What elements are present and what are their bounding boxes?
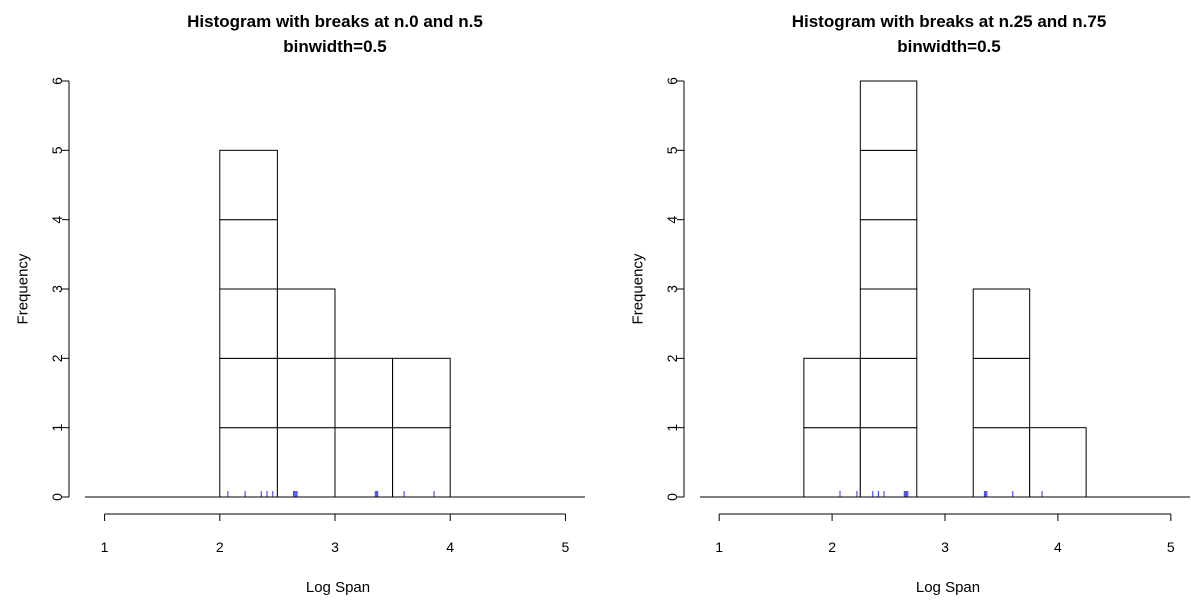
chart-subtitle: binwidth=0.5 [897,37,1000,56]
y-axis-label: Frequency [15,253,32,324]
y-tick-label: 6 [664,77,680,85]
chart-title: Histogram with breaks at n.25 and n.75 [792,12,1107,31]
histogram-bar-unit [219,427,278,498]
chart-panel-1: Histogram with breaks at n.0 and n.5 binw… [15,12,585,596]
histogram-bar [803,357,861,498]
histogram-bar-unit [276,357,336,429]
histogram-bar [219,149,278,498]
y-tick-label: 5 [49,146,65,154]
histogram-bar-unit [972,427,1031,498]
histogram-bar [334,357,394,498]
histogram-bar [392,357,451,498]
histogram-bar-unit [859,219,918,290]
histogram-bar [276,288,336,498]
chart-title: Histogram with breaks at n.0 and n.5 [187,12,483,31]
x-tick-label: 4 [1054,539,1062,555]
histogram-bar-unit [859,80,918,151]
histogram-bar-unit [1029,427,1087,498]
x-tick-label: 1 [101,539,109,555]
y-tick-label: 4 [664,216,680,224]
y-tick-label: 0 [664,493,680,501]
histogram-bar-unit [392,427,451,498]
x-tick-label: 3 [941,539,949,555]
y-tick-label: 3 [664,285,680,293]
histogram-bar-unit [334,357,394,429]
x-axis-label: Log Span [306,579,370,596]
y-tick-label: 4 [49,216,65,224]
histogram-bar-unit [334,427,394,498]
histogram-bar [859,80,918,498]
histogram-bar [1029,427,1087,498]
histogram-bar-unit [859,288,918,359]
histogram-bar-unit [803,357,861,429]
y-tick-label: 1 [664,424,680,432]
chart-panel-2: Histogram with breaks at n.25 and n.75 bi… [630,12,1190,596]
histogram-bar-unit [859,427,918,498]
y-tick-label: 2 [49,354,65,362]
histogram-bar-unit [803,427,861,498]
x-tick-label: 5 [1167,539,1175,555]
y-tick-label: 3 [49,285,65,293]
x-tick-label: 4 [446,539,454,555]
histogram-bar-unit [972,288,1031,359]
y-tick-label: 2 [664,354,680,362]
histogram-bar-unit [972,357,1031,429]
x-axis-label: Log Span [916,579,980,596]
y-tick-label: 0 [49,493,65,501]
histogram-bar-unit [219,288,278,359]
y-axis-label: Frequency [630,253,647,324]
histogram-bar-unit [219,219,278,290]
histogram-bar-unit [276,288,336,359]
histogram-bar [972,288,1031,498]
x-tick-label: 3 [331,539,339,555]
x-tick-label: 5 [562,539,570,555]
histogram-bar-unit [859,149,918,221]
x-tick-label: 2 [828,539,836,555]
x-tick-label: 2 [216,539,224,555]
y-tick-label: 6 [49,77,65,85]
x-tick-label: 1 [715,539,723,555]
histogram-bar-unit [219,357,278,429]
histogram-bar-unit [859,357,918,429]
histogram-bar-unit [276,427,336,498]
chart-subtitle: binwidth=0.5 [283,37,386,56]
histogram-bar-unit [392,357,451,429]
y-tick-label: 5 [664,146,680,154]
y-tick-label: 1 [49,424,65,432]
histogram-bar-unit [219,149,278,221]
